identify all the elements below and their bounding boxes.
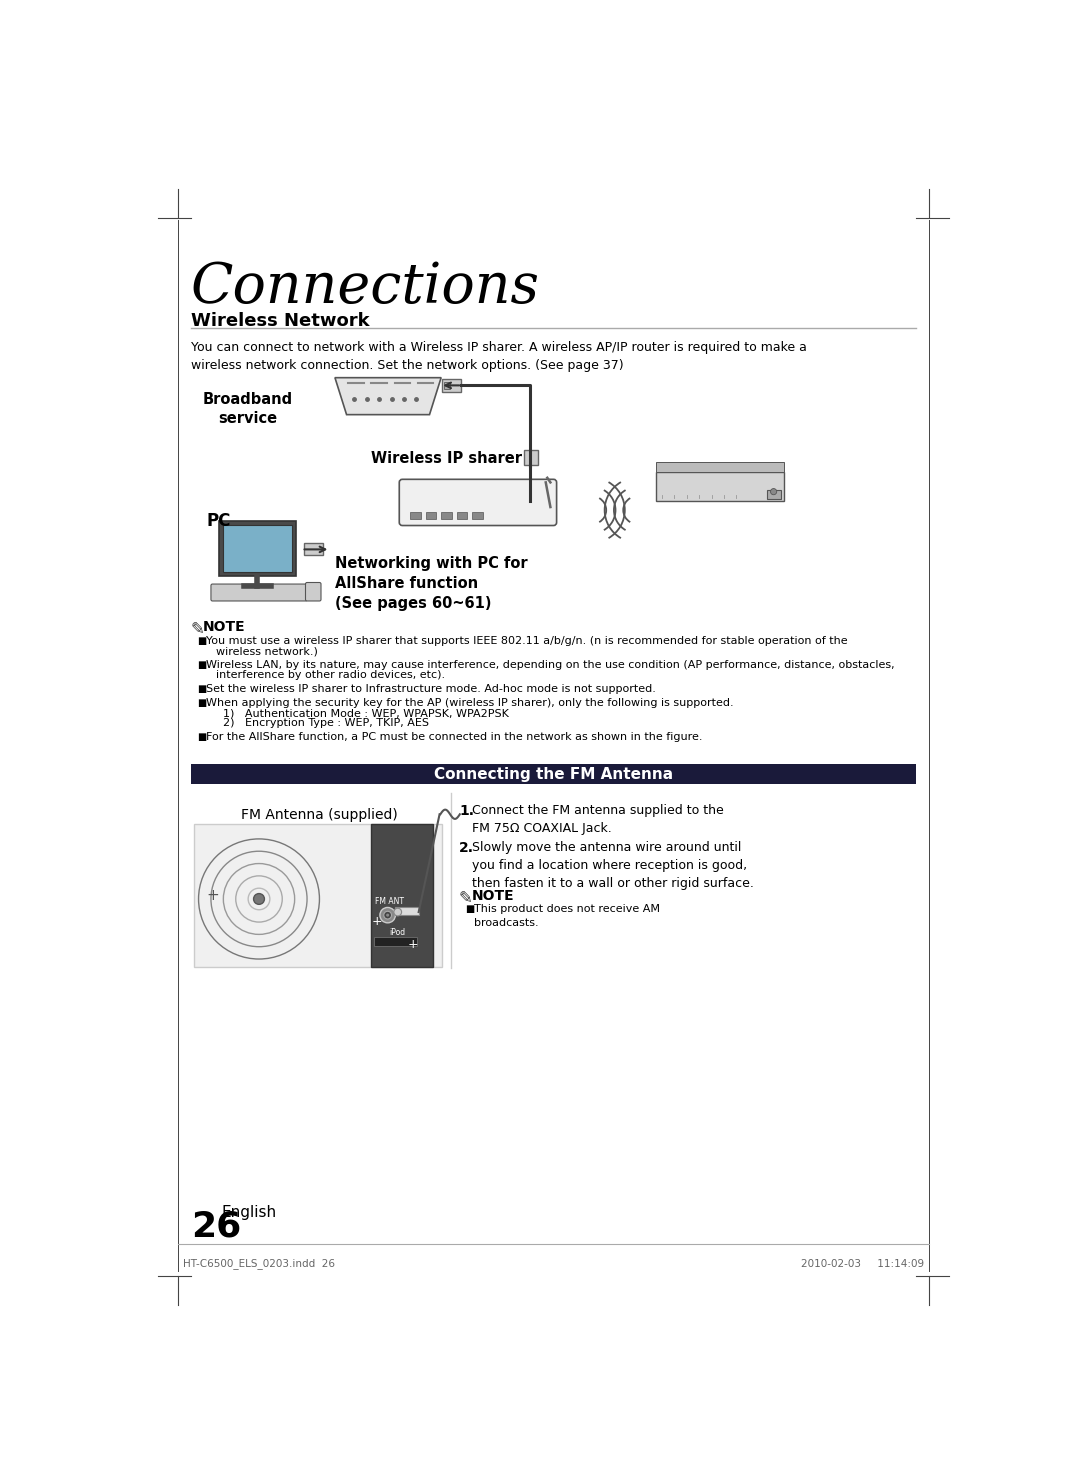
Text: ■: ■ xyxy=(197,698,206,708)
Text: ✎: ✎ xyxy=(459,889,473,907)
Text: Set the wireless IP sharer to Infrastructure mode. Ad-hoc mode is not supported.: Set the wireless IP sharer to Infrastruc… xyxy=(206,685,657,694)
Bar xyxy=(222,525,293,572)
Text: Broadband
service: Broadband service xyxy=(202,392,293,426)
Bar xyxy=(444,382,450,389)
Bar xyxy=(442,379,460,392)
Text: iPod: iPod xyxy=(390,929,406,938)
Text: Connect the FM antenna supplied to the
FM 75Ω COAXIAL Jack.: Connect the FM antenna supplied to the F… xyxy=(472,805,724,836)
Text: 1.: 1. xyxy=(459,805,474,818)
Text: NOTE: NOTE xyxy=(471,889,514,904)
Circle shape xyxy=(383,911,392,918)
FancyBboxPatch shape xyxy=(400,479,556,525)
Bar xyxy=(656,472,784,501)
Text: Slowly move the antenna wire around until
you find a location where reception is: Slowly move the antenna wire around unti… xyxy=(472,842,754,890)
Text: English: English xyxy=(221,1205,276,1220)
Text: FM Antenna (supplied): FM Antenna (supplied) xyxy=(241,808,397,822)
Bar xyxy=(303,543,323,555)
Bar xyxy=(370,824,433,967)
Bar xyxy=(441,512,451,519)
Text: FM ANT: FM ANT xyxy=(376,898,405,907)
Text: You can connect to network with a Wireless IP sharer. A wireless AP/IP router is: You can connect to network with a Wirele… xyxy=(191,340,807,371)
Text: Networking with PC for
AllShare function
(See pages 60~61): Networking with PC for AllShare function… xyxy=(335,556,527,611)
Text: Wireless IP sharer: Wireless IP sharer xyxy=(372,451,523,466)
Bar xyxy=(426,512,436,519)
Text: ■: ■ xyxy=(197,660,206,670)
Text: When applying the security key for the AP (wireless IP sharer), only the followi: When applying the security key for the A… xyxy=(206,698,734,708)
Circle shape xyxy=(770,488,777,494)
Circle shape xyxy=(254,893,265,904)
Text: wireless network.): wireless network.) xyxy=(216,646,319,657)
Text: Wireless Network: Wireless Network xyxy=(191,312,369,330)
Text: ■: ■ xyxy=(197,685,206,694)
Text: 2)   Encryption Type : WEP, TKIP, AES: 2) Encryption Type : WEP, TKIP, AES xyxy=(216,717,430,728)
Bar xyxy=(218,521,296,577)
Text: PC: PC xyxy=(206,512,231,531)
Circle shape xyxy=(394,908,402,916)
Bar xyxy=(410,512,421,519)
Text: ■: ■ xyxy=(465,904,474,914)
Text: +: + xyxy=(372,916,382,929)
Bar xyxy=(194,824,442,967)
Text: 2.: 2. xyxy=(459,842,474,855)
FancyBboxPatch shape xyxy=(211,584,307,600)
Text: ✎: ✎ xyxy=(191,620,205,639)
Bar xyxy=(524,450,538,466)
Bar xyxy=(472,512,483,519)
Text: +: + xyxy=(206,887,219,902)
Text: For the AllShare function, a PC must be connected in the network as shown in the: For the AllShare function, a PC must be … xyxy=(206,732,703,742)
Text: 1)   Authentication Mode : WEP, WPAPSK, WPA2PSK: 1) Authentication Mode : WEP, WPAPSK, WP… xyxy=(216,708,510,717)
Text: NOTE: NOTE xyxy=(203,620,246,634)
Bar xyxy=(375,936,417,947)
Text: +: + xyxy=(408,938,419,951)
Bar xyxy=(457,512,468,519)
Text: 2010-02-03     11:14:09: 2010-02-03 11:14:09 xyxy=(801,1259,924,1269)
Bar xyxy=(656,463,784,472)
Circle shape xyxy=(387,914,389,917)
Circle shape xyxy=(380,908,395,923)
Text: ■: ■ xyxy=(197,636,206,646)
Text: Wireless LAN, by its nature, may cause interference, depending on the use condit: Wireless LAN, by its nature, may cause i… xyxy=(206,660,895,670)
Text: You must use a wireless IP sharer that supports IEEE 802.11 a/b/g/n. (n is recom: You must use a wireless IP sharer that s… xyxy=(206,636,848,646)
Text: Connecting the FM Antenna: Connecting the FM Antenna xyxy=(434,768,673,782)
Text: ■: ■ xyxy=(197,732,206,742)
Bar xyxy=(191,765,916,784)
Polygon shape xyxy=(335,377,441,414)
Text: HT-C6500_ELS_0203.indd  26: HT-C6500_ELS_0203.indd 26 xyxy=(183,1259,335,1269)
Text: 26: 26 xyxy=(191,1210,241,1244)
FancyBboxPatch shape xyxy=(306,583,321,600)
Text: This product does not receive AM
broadcasts.: This product does not receive AM broadca… xyxy=(474,904,660,927)
Bar xyxy=(395,908,419,916)
Bar xyxy=(767,490,781,500)
Text: Connections: Connections xyxy=(191,260,540,315)
Text: interference by other radio devices, etc).: interference by other radio devices, etc… xyxy=(216,670,446,680)
